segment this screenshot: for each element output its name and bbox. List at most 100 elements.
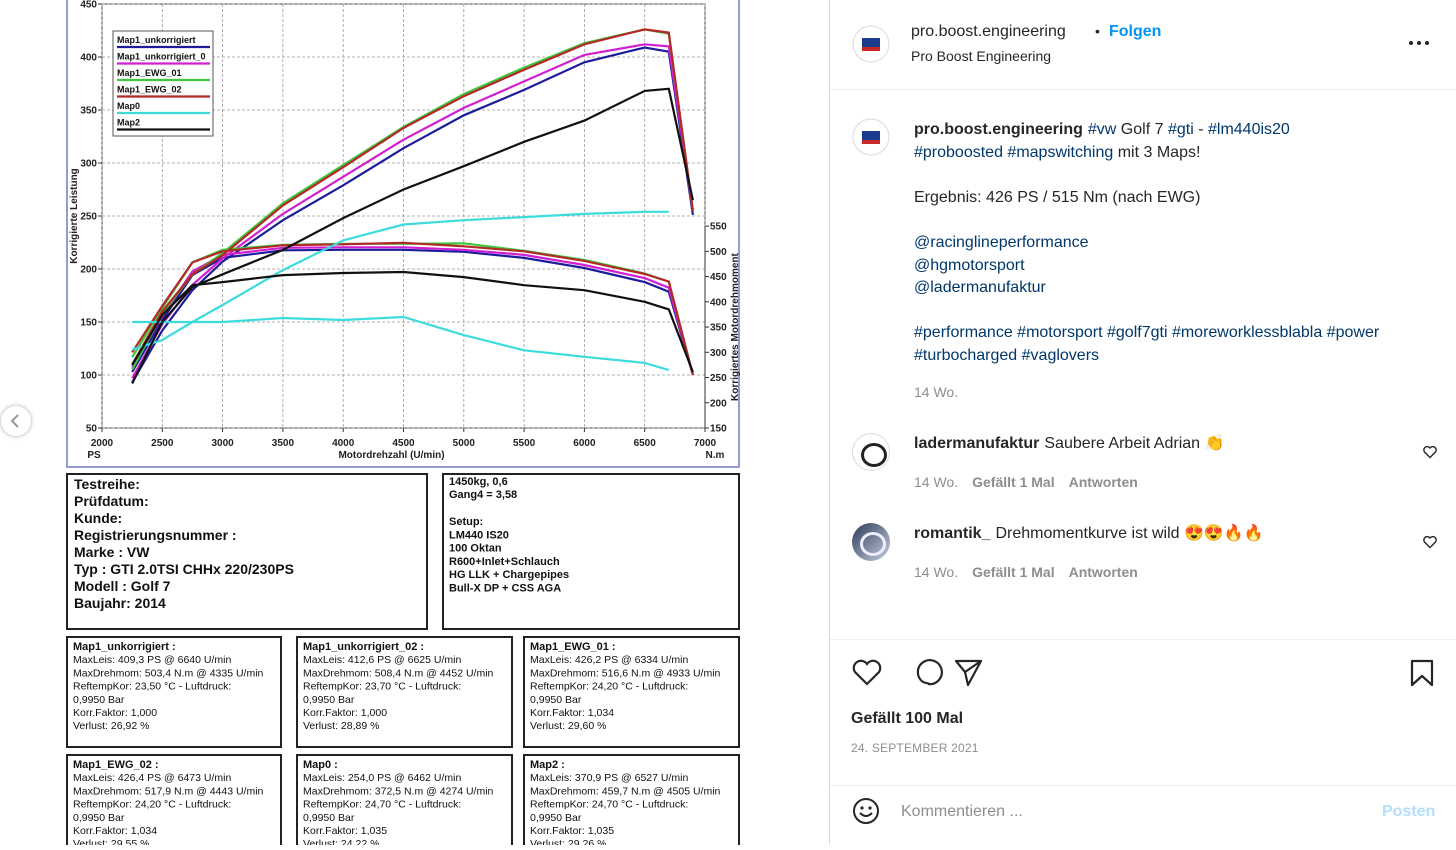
comment-user[interactable]: romantik_ bbox=[914, 525, 991, 542]
torque-line bbox=[132, 315, 670, 372]
username[interactable]: pro.boost.engineering bbox=[911, 23, 1066, 40]
x-tick-label: 3500 bbox=[272, 438, 295, 449]
more-button[interactable] bbox=[1408, 38, 1432, 48]
caption-line bbox=[914, 209, 1379, 232]
subtitle: Pro Boost Engineering bbox=[911, 48, 1052, 64]
comment-like[interactable] bbox=[1423, 445, 1437, 459]
legend-label: Map1_EWG_01 bbox=[117, 68, 182, 78]
legend-label: Map1_EWG_02 bbox=[117, 85, 182, 95]
hashtag[interactable]: #mapswitching bbox=[1007, 143, 1114, 161]
map-line: Map1_EWG_02 : bbox=[73, 759, 159, 771]
caption-line: #performance #motorsport #golf7gti #more… bbox=[914, 322, 1379, 345]
info-line: Bull-X DP + CSS AGA bbox=[449, 583, 561, 595]
y2-tick-label: 550 bbox=[710, 222, 727, 233]
hashtag[interactable]: @ladermanufaktur bbox=[914, 279, 1046, 297]
save-button[interactable] bbox=[1410, 659, 1434, 687]
map-line: ReftempKor: 24,70 °C - Luftdruck: bbox=[530, 799, 688, 811]
caption-text: Ergebnis: 426 PS / 515 Nm (nach EWG) bbox=[914, 188, 1201, 206]
caption-user[interactable]: pro.boost.engineering bbox=[914, 121, 1083, 138]
map-line: MaxLeis: 412,6 PS @ 6625 U/min bbox=[303, 654, 461, 666]
map-box bbox=[523, 636, 740, 748]
power-line bbox=[131, 210, 669, 351]
hashtag[interactable]: #power bbox=[1326, 324, 1380, 342]
caption-text: #turbocharged #vaglovers bbox=[914, 347, 1099, 364]
comment-button[interactable] bbox=[916, 659, 943, 686]
x-tick-label: 6000 bbox=[573, 438, 596, 449]
map-line: MaxLeis: 409,3 PS @ 6640 U/min bbox=[73, 654, 231, 666]
map-line: 0,9950 Bar bbox=[530, 694, 582, 706]
map-line: 0,9950 Bar bbox=[303, 812, 355, 824]
avatar bbox=[852, 118, 890, 156]
share-button[interactable] bbox=[954, 659, 983, 687]
map-line: 0,9950 Bar bbox=[530, 812, 582, 824]
hashtag[interactable]: #performance bbox=[914, 324, 1013, 342]
comment-likes[interactable]: Gefällt 1 Mal bbox=[972, 474, 1055, 490]
y-tick-label: 350 bbox=[80, 106, 97, 117]
hashtag[interactable]: @racinglineperformance bbox=[914, 233, 1089, 251]
map-line: Map2 : bbox=[530, 759, 565, 771]
hashtag[interactable]: #lm440is20 bbox=[1207, 121, 1290, 138]
map-line: Map1_unkorrigiert_02 : bbox=[303, 641, 424, 653]
caption-text: #vw Golf 7 #gti - #lm440is20 bbox=[1087, 121, 1290, 138]
caption-line: @hgmotorsport bbox=[914, 255, 1379, 278]
legend-label: Map0 bbox=[117, 101, 140, 111]
y2-tick-label: 350 bbox=[710, 323, 727, 334]
comment-likes[interactable]: Gefällt 1 Mal bbox=[972, 564, 1055, 580]
prev-button[interactable] bbox=[1, 406, 31, 436]
map-line: Verlust: 28,89 % bbox=[303, 720, 379, 732]
comment-user[interactable]: ladermanufaktur bbox=[914, 435, 1040, 452]
comment-like[interactable] bbox=[1423, 535, 1437, 549]
avatar bbox=[852, 433, 890, 471]
info-box bbox=[442, 473, 740, 630]
hashtag[interactable]: #proboosted bbox=[914, 143, 1003, 161]
caption-text: #proboosted #mapswitching mit 3 Maps! bbox=[914, 143, 1201, 161]
divider bbox=[830, 89, 1456, 90]
legend-label: Map1_unkorrigiert_0 bbox=[117, 52, 206, 62]
hashtag[interactable]: @hgmotorsport bbox=[914, 256, 1025, 274]
info-line: 100 Oktan bbox=[449, 543, 502, 555]
divider bbox=[830, 639, 1456, 640]
comment: ladermanufaktur Saubere Arbeit Adrian 👏 bbox=[914, 433, 1224, 453]
like-count[interactable]: Gefällt 100 Mal bbox=[851, 710, 964, 727]
hashtag[interactable]: #turbocharged bbox=[914, 346, 1018, 364]
comment-reply[interactable]: Antworten bbox=[1068, 564, 1138, 580]
emoji-button[interactable] bbox=[851, 796, 881, 826]
info-line: HG LLK + Chargepipes bbox=[449, 569, 569, 581]
comment-meta: 14 Wo. Gefällt 1 Mal Antworten bbox=[914, 474, 1138, 490]
map-line: ReftempKor: 24,20 °C - Luftdruck: bbox=[73, 799, 231, 811]
like-button[interactable] bbox=[852, 659, 882, 686]
comment: romantik_ Drehmomentkurve ist wild 😍😍🔥🔥 bbox=[914, 523, 1264, 543]
hashtag[interactable]: #vaglovers bbox=[1021, 346, 1100, 364]
y-unit: PS bbox=[87, 450, 101, 461]
post-button[interactable]: Posten bbox=[1382, 803, 1436, 820]
map-line: 0,9950 Bar bbox=[73, 694, 125, 706]
x-tick-label: 3000 bbox=[211, 438, 234, 449]
map-line: Map0 : bbox=[303, 759, 338, 771]
hashtag[interactable]: #vw bbox=[1087, 121, 1117, 138]
y2-unit: N.m bbox=[706, 450, 725, 461]
map-line: Verlust: 24,22 % bbox=[303, 838, 379, 845]
caption-line: Ergebnis: 426 PS / 515 Nm (nach EWG) bbox=[914, 187, 1379, 210]
y-tick-label: 150 bbox=[80, 318, 97, 329]
info-line: Typ : GTI 2.0TSI CHHx 220/230PS bbox=[74, 561, 294, 577]
y-tick-label: 400 bbox=[80, 53, 97, 64]
torque-line bbox=[131, 270, 694, 373]
torque-line bbox=[131, 241, 694, 376]
caption-line bbox=[914, 164, 1379, 187]
hashtag[interactable]: #moreworklessblabla bbox=[1171, 324, 1323, 342]
map-box bbox=[523, 754, 740, 850]
info-line: R600+Inlet+Schlauch bbox=[449, 556, 560, 568]
y-tick-label: 50 bbox=[86, 424, 98, 435]
legend-label: Map1_unkorrigiert bbox=[117, 35, 196, 45]
hashtag[interactable]: #motorsport bbox=[1017, 324, 1103, 342]
map-line: 0,9950 Bar bbox=[73, 812, 125, 824]
hashtag[interactable]: #golf7gti bbox=[1107, 324, 1168, 342]
hashtag[interactable]: #gti bbox=[1167, 121, 1194, 138]
info-line: Gang4 = 3,58 bbox=[449, 489, 517, 501]
comment-reply[interactable]: Antworten bbox=[1068, 474, 1138, 490]
follow-button[interactable]: Folgen bbox=[1109, 23, 1162, 40]
comment-input[interactable]: Kommentieren ... bbox=[901, 803, 1023, 820]
map-box bbox=[66, 754, 282, 850]
map-line: MaxDrehmom: 503,4 N.m @ 4335 U/min bbox=[73, 667, 264, 679]
